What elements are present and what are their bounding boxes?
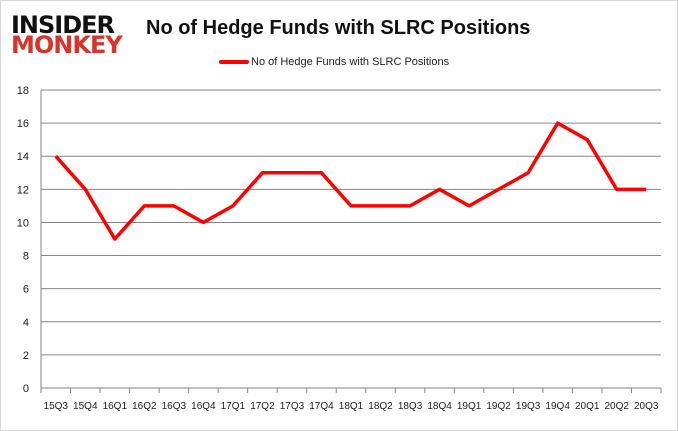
x-tick-label: 19Q3 [516,401,541,412]
x-tick-label: 19Q1 [457,401,482,412]
x-tick-label: 18Q2 [368,401,393,412]
x-tick-label: 19Q2 [486,401,511,412]
y-tick-label: 12 [17,184,29,196]
x-tick-label: 19Q4 [545,401,570,412]
x-tick-label: 16Q2 [132,401,157,412]
y-tick-label: 4 [23,317,29,329]
x-tick-label: 20Q1 [575,401,600,412]
y-tick-label: 14 [17,151,29,163]
y-tick-label: 8 [23,251,29,263]
series-line [54,121,647,241]
x-tick-label: 15Q4 [73,401,98,412]
legend-swatch [219,60,249,64]
x-tick-label: 16Q3 [162,401,187,412]
x-tick-label: 15Q3 [44,401,69,412]
x-tick-label: 17Q4 [309,401,334,412]
y-tick-label: 2 [23,350,29,362]
x-tick-label: 16Q4 [191,401,216,412]
y-tick-label: 16 [17,118,29,130]
logo-insider: INSIDER [11,11,115,39]
x-tick-label: 17Q1 [221,401,246,412]
x-tick-label: 20Q2 [604,401,629,412]
legend-label: No of Hedge Funds with SLRC Positions [251,56,450,68]
chart-title: No of Hedge Funds with SLRC Positions [146,17,531,39]
legend: No of Hedge Funds with SLRC Positions [219,56,449,68]
y-tick-label: 18 [17,85,29,97]
x-tick-label: 17Q3 [280,401,305,412]
x-tick-label: 18Q1 [339,401,364,412]
y-tick-label: 10 [17,217,29,229]
x-tick-label: 16Q1 [103,401,128,412]
y-tick-label: 6 [23,284,29,296]
x-tick-label: 17Q2 [250,401,275,412]
x-tick-label: 18Q3 [398,401,423,412]
y-tick-label: 0 [23,383,29,395]
x-tick-label: 18Q4 [427,401,452,412]
x-tick-label: 20Q3 [634,401,659,412]
logo-monkey: MONKEY [11,31,123,59]
